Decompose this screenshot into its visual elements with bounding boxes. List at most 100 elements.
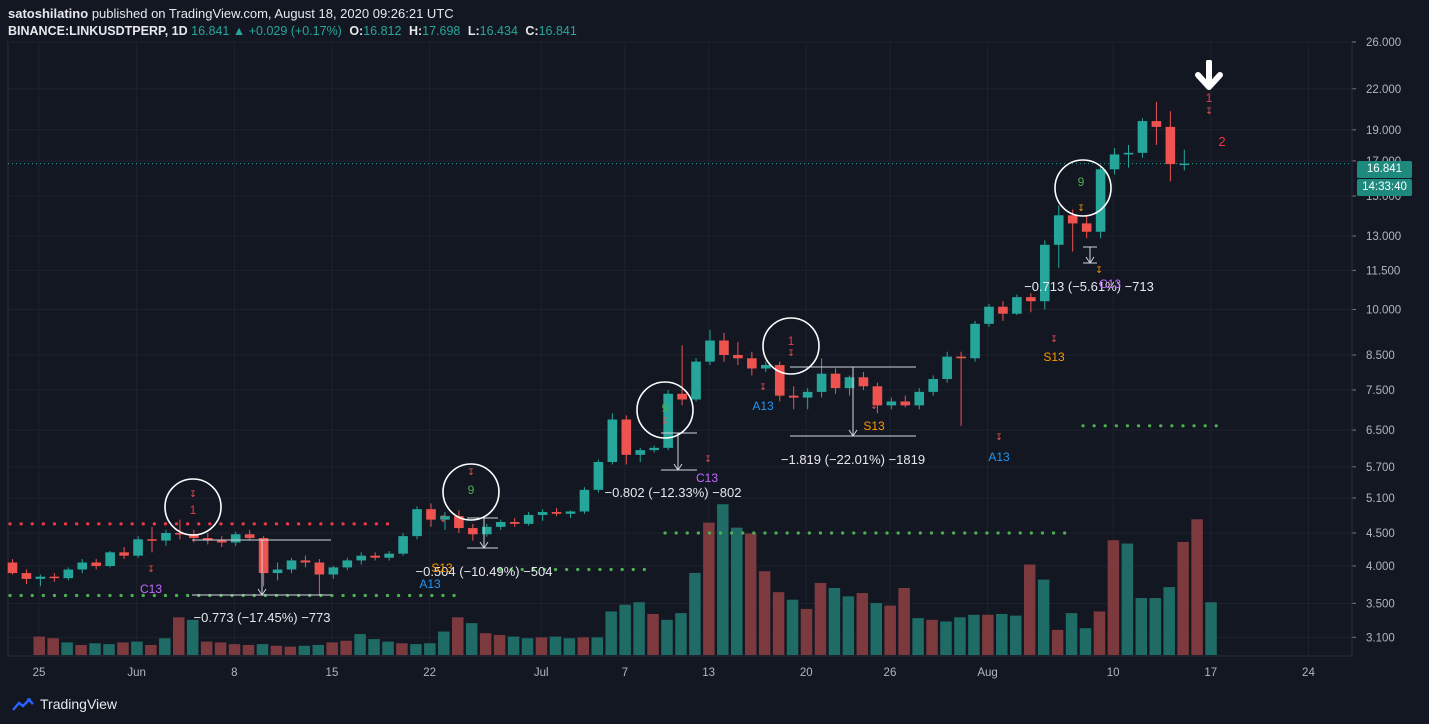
candle-body xyxy=(509,522,520,524)
volume-bar xyxy=(661,619,673,655)
x-tick-label: 26 xyxy=(884,667,897,679)
y-tick-label: 13.000 xyxy=(1366,231,1401,243)
change-value: +0.029 (+0.17%) xyxy=(248,24,342,38)
ohlc-legend: BINANCE:LINKUSDTPERP, 1D 16.841 ▲ +0.029… xyxy=(8,24,577,38)
open-value: 16.812 xyxy=(363,24,402,38)
candle-body xyxy=(300,560,311,563)
author-name[interactable]: satoshilatino xyxy=(8,6,89,21)
volume-bar xyxy=(1163,587,1175,655)
candle-body xyxy=(35,576,46,579)
volume-bar xyxy=(563,638,576,655)
volume-bar xyxy=(396,643,408,655)
x-tick-label: Jun xyxy=(127,667,146,679)
setup-count-label: A13 xyxy=(419,577,441,591)
candle-body xyxy=(49,576,60,579)
setup-count-label: A13 xyxy=(988,450,1010,464)
volume-bar xyxy=(1135,598,1148,655)
setup-count-label: S13 xyxy=(863,419,885,433)
volume-bar xyxy=(242,644,255,655)
candle-body xyxy=(328,567,339,575)
price-chart[interactable]: 26.00022.00019.00017.00015.00013.00011.5… xyxy=(0,0,1429,686)
symbol-label[interactable]: BINANCE:LINKUSDTPERP, 1D xyxy=(8,24,188,38)
volume-bar xyxy=(186,619,199,655)
volume-bar xyxy=(270,645,283,655)
brand-name: TradingView xyxy=(40,696,118,712)
publish-line: satoshilatino published on TradingView.c… xyxy=(8,6,454,21)
candle-body xyxy=(858,377,869,387)
volume-bar xyxy=(898,587,910,655)
volume-bar xyxy=(103,644,115,655)
last-price: 16.841 xyxy=(191,24,230,38)
y-tick-label: 6.500 xyxy=(1366,425,1395,437)
highlight-circle xyxy=(442,463,500,521)
candle-body xyxy=(677,393,687,400)
candle-body xyxy=(216,540,227,543)
setup-count-label: C13 xyxy=(140,582,162,596)
volume-bar xyxy=(507,636,520,655)
candle-body xyxy=(1151,121,1162,127)
candle-body xyxy=(537,512,548,515)
setup-count-label: S13 xyxy=(431,561,453,575)
volume-bar xyxy=(703,522,715,655)
open-label: O: xyxy=(349,24,364,38)
candle-body xyxy=(161,533,171,541)
tradingview-logo[interactable]: TradingView xyxy=(12,696,117,712)
candle-body xyxy=(942,356,952,380)
candle-body xyxy=(7,562,18,574)
volume-bar xyxy=(424,643,436,655)
candle-body xyxy=(816,373,827,392)
volume-bar xyxy=(758,571,771,655)
signal-arrow-icon: ↧ xyxy=(1050,334,1058,344)
measure-arrow-head xyxy=(848,429,858,437)
setup-count-label: S13 xyxy=(1043,350,1065,364)
candle-body xyxy=(426,509,436,520)
candle-body xyxy=(1137,121,1148,153)
candle-body xyxy=(956,356,966,359)
candle-body xyxy=(747,358,757,369)
setup-count-label: C13 xyxy=(1099,277,1121,291)
signal-arrow-icon: ↧ xyxy=(439,514,447,524)
volume-bar xyxy=(354,634,366,655)
volume-bar xyxy=(549,636,562,655)
candle-body xyxy=(189,534,199,539)
candle-body xyxy=(440,516,450,520)
y-tick-label: 5.100 xyxy=(1366,493,1395,505)
candle-body xyxy=(21,573,32,579)
candle-body xyxy=(719,340,729,355)
candle-body xyxy=(244,534,255,539)
candle-body xyxy=(551,512,562,514)
volume-bar xyxy=(675,613,687,655)
close-value: 16.841 xyxy=(538,24,577,38)
volume-bar xyxy=(1051,629,1064,655)
candle-body xyxy=(1179,163,1190,166)
candle-body xyxy=(998,306,1008,314)
signal-arrow-icon: ↧ xyxy=(1205,106,1213,116)
high-value: 17.698 xyxy=(422,24,461,38)
volume-bar xyxy=(884,605,896,655)
y-tick-label: 22.000 xyxy=(1366,84,1401,96)
candle-body xyxy=(761,365,771,369)
x-tick-label: 8 xyxy=(231,667,237,679)
current-price-label: 16.841 xyxy=(1357,161,1412,178)
y-tick-label: 10.000 xyxy=(1366,304,1401,316)
y-tick-label: 26.000 xyxy=(1366,37,1401,49)
volume-bar xyxy=(842,596,855,655)
candle-body xyxy=(398,536,408,554)
volume-bar xyxy=(1149,598,1161,655)
signal-arrow-icon: ↧ xyxy=(1095,265,1103,275)
candle-body xyxy=(691,361,701,400)
volume-bar xyxy=(856,593,869,655)
candle-body xyxy=(663,393,673,448)
volume-bar xyxy=(800,608,813,655)
countdown-label: 14:33:40 xyxy=(1357,179,1412,196)
candle-body xyxy=(593,461,604,490)
candle-body xyxy=(175,533,185,535)
volume-bar xyxy=(521,638,534,655)
candle-body xyxy=(579,489,590,512)
volume-bar xyxy=(200,641,213,655)
candle-body xyxy=(1053,215,1064,245)
volume-bar xyxy=(89,643,101,655)
candle-body xyxy=(1067,215,1078,224)
candle-body xyxy=(133,539,143,556)
y-tick-label: 5.700 xyxy=(1366,462,1395,474)
